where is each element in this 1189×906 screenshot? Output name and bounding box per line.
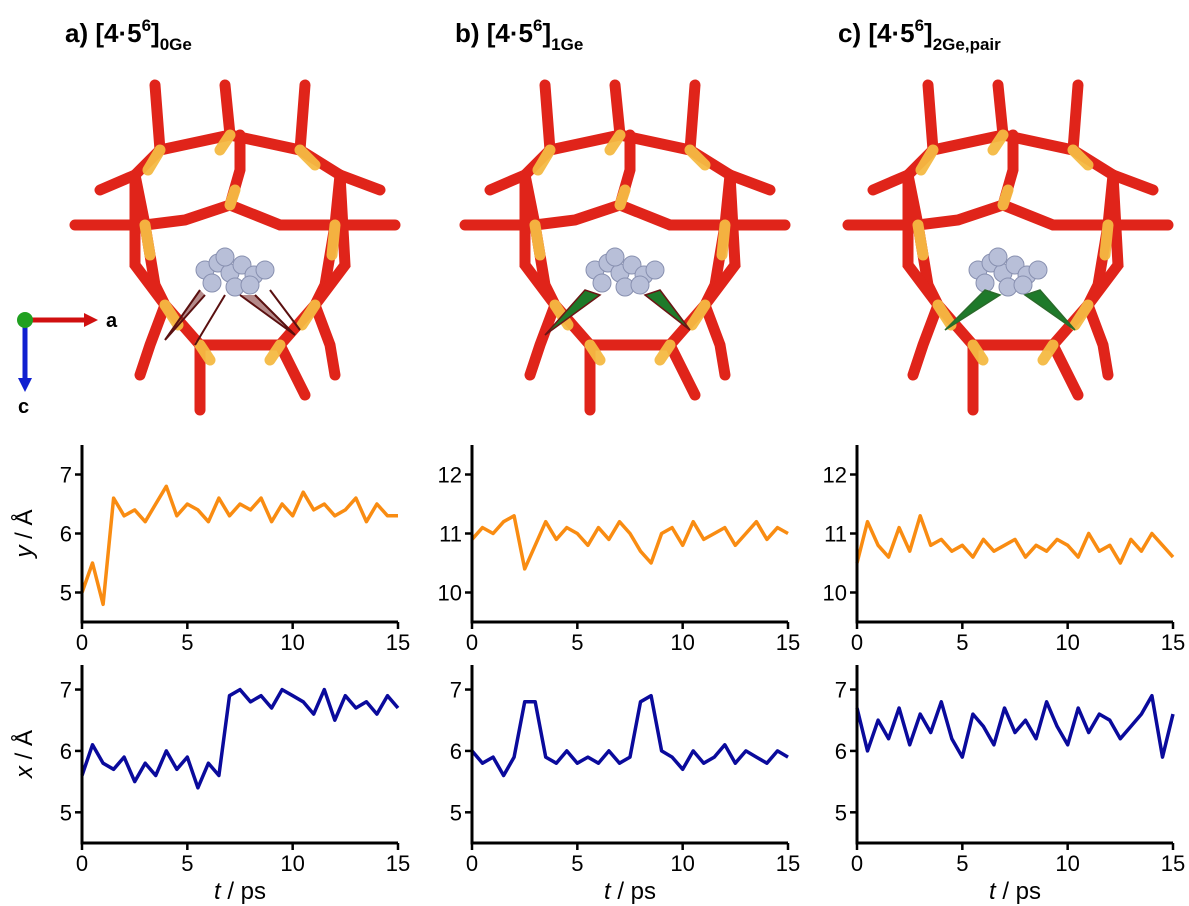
x-tick-label: 15 — [776, 851, 800, 876]
x-axis-unit: / ps — [996, 878, 1041, 905]
panel-sup: 6 — [915, 16, 924, 35]
panel-label: a) [4·5 — [65, 18, 142, 48]
data-line — [82, 486, 398, 604]
x-tick-label: 15 — [386, 630, 410, 655]
axis-a-label: a — [106, 310, 118, 332]
x-tick-label: 5 — [181, 630, 193, 655]
panel-close: ] — [542, 18, 551, 48]
x-tick-label: 10 — [670, 630, 694, 655]
y-tick-label: 6 — [450, 739, 462, 764]
panel-close: ] — [924, 18, 933, 48]
panel-label: c) [4·5 — [838, 18, 915, 48]
x-tick-label: 0 — [466, 851, 478, 876]
b-ball — [17, 312, 33, 328]
x-tick-label: 5 — [571, 630, 583, 655]
y-axis-unit: / Å — [10, 730, 38, 766]
panel-label: b) [4·5 — [455, 18, 533, 48]
panel-title: a) [4·56]0Ge — [65, 16, 192, 54]
x-axis-label: t / ps — [214, 878, 266, 905]
y-tick-label: 7 — [60, 678, 72, 703]
data-line — [472, 696, 788, 776]
x-tick-label: 0 — [76, 630, 88, 655]
y-tick-label: 7 — [835, 678, 847, 703]
panel-title: b) [4·56]1Ge — [455, 16, 583, 54]
y-tick-label: 7 — [60, 463, 72, 488]
panel-title: c) [4·56]2Ge,pair — [838, 16, 1001, 54]
panel-close: ] — [151, 18, 160, 48]
x-tick-label: 0 — [851, 851, 863, 876]
y-axis-unit: / Å — [10, 509, 38, 545]
a-arrowhead — [84, 313, 98, 327]
x-tick-label: 15 — [1161, 851, 1185, 876]
y-tick-label: 12 — [823, 463, 847, 488]
panel-sub: 1Ge — [551, 35, 583, 54]
x-tick-label: 10 — [1055, 630, 1079, 655]
panel-sub: 2Ge,pair — [933, 35, 1001, 54]
c-arrowhead — [18, 378, 32, 392]
y-tick-label: 11 — [439, 522, 462, 547]
x-axis-label: t / ps — [604, 878, 656, 905]
x-tick-label: 5 — [571, 851, 583, 876]
contact-lines — [165, 290, 300, 345]
y-tick-label: 10 — [438, 581, 462, 606]
panel-sub: 0Ge — [160, 35, 192, 54]
y-axis-label: y / Å — [10, 509, 38, 559]
cage-b — [465, 85, 785, 410]
orientation-axes: a c — [17, 310, 118, 418]
x-tick-label: 10 — [280, 630, 304, 655]
x-tick-label: 15 — [1161, 630, 1185, 655]
x-tick-label: 15 — [776, 630, 800, 655]
cage-c — [848, 85, 1168, 410]
y-tick-label: 6 — [835, 739, 847, 764]
x-tick-label: 10 — [670, 851, 694, 876]
y-tick-label: 12 — [438, 463, 462, 488]
axis-c-label: c — [18, 396, 29, 418]
x-tick-label: 5 — [181, 851, 193, 876]
y-tick-label: 6 — [60, 522, 72, 547]
x-axis-unit: / ps — [611, 878, 656, 905]
y-axis-label: x / Å — [10, 730, 38, 779]
molecules — [75, 85, 1168, 410]
panel-sup: 6 — [533, 16, 542, 35]
x-tick-label: 10 — [280, 851, 304, 876]
x-tick-label: 10 — [1055, 851, 1079, 876]
data-line — [857, 516, 1173, 563]
y-tick-label: 10 — [823, 581, 847, 606]
x-tick-label: 5 — [956, 851, 968, 876]
x-tick-label: 5 — [956, 630, 968, 655]
data-line — [857, 696, 1173, 757]
x-tick-label: 0 — [851, 630, 863, 655]
y-tick-label: 5 — [835, 800, 847, 825]
x-tick-label: 0 — [76, 851, 88, 876]
y-tick-label: 5 — [60, 800, 72, 825]
y-tick-label: 5 — [60, 581, 72, 606]
x-axis-label: t / ps — [989, 878, 1041, 905]
data-line — [82, 690, 398, 788]
y-tick-label: 11 — [824, 522, 847, 547]
y-tick-label: 7 — [450, 678, 462, 703]
cage-a — [75, 85, 395, 410]
data-line — [472, 516, 788, 569]
x-axis-unit: / ps — [221, 878, 266, 905]
x-tick-label: 0 — [466, 630, 478, 655]
figure: a c a) [4·56]0Geb) [4·56]1Gec) [4·56]2Ge… — [0, 0, 1189, 906]
y-axis-var: x — [11, 765, 38, 779]
y-tick-label: 5 — [450, 800, 462, 825]
y-tick-label: 6 — [60, 739, 72, 764]
x-tick-label: 15 — [386, 851, 410, 876]
panel-sup: 6 — [142, 16, 151, 35]
